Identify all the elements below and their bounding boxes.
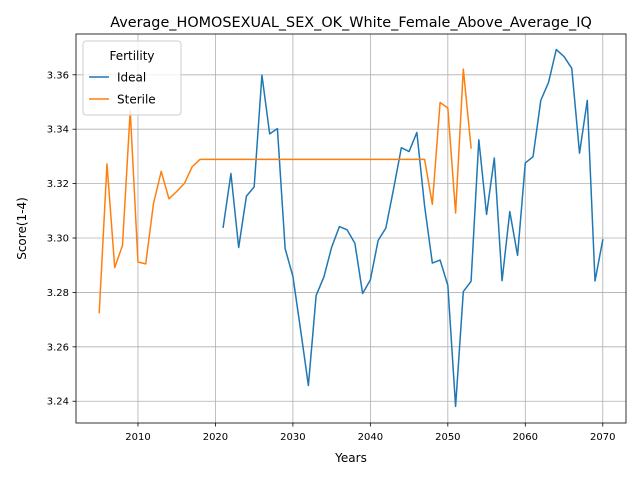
x-tick-label: 2060	[513, 432, 538, 443]
legend-title: Fertility	[109, 49, 154, 63]
y-axis-ticks: 3.24 3.26 3.28 3.30 3.32 3.34 3.36	[47, 70, 76, 408]
x-tick-label: 2040	[358, 432, 383, 443]
y-tick-label: 3.32	[47, 179, 69, 190]
chart-title: Average_HOMOSEXUAL_SEX_OK_White_Female_A…	[110, 15, 592, 31]
series-line-ideal	[222, 48, 604, 408]
grid-lines	[76, 34, 626, 423]
x-tick-label: 2070	[590, 432, 615, 443]
series-line-sterile	[98, 68, 472, 314]
x-tick-label: 2010	[125, 432, 150, 443]
x-tick-label: 2020	[203, 432, 228, 443]
y-tick-label: 3.36	[47, 70, 69, 81]
legend-label-ideal: Ideal	[117, 71, 146, 85]
y-axis-label: Score(1-4)	[15, 197, 29, 260]
legend-box	[82, 40, 182, 116]
legend: Fertility Ideal Sterile	[82, 40, 182, 116]
x-tick-label: 2050	[435, 432, 460, 443]
x-tick-label: 2030	[280, 432, 305, 443]
x-axis-ticks: 2010 2020 2030 2040 2050 2060 2070	[125, 423, 615, 443]
y-tick-label: 3.24	[47, 397, 69, 408]
y-tick-label: 3.34	[47, 125, 69, 136]
y-tick-label: 3.28	[47, 288, 69, 299]
axes-frame	[75, 33, 627, 424]
y-tick-label: 3.30	[47, 234, 69, 245]
y-tick-label: 3.26	[47, 342, 69, 353]
x-axis-label: Years	[334, 451, 367, 465]
series-layer	[98, 48, 604, 408]
legend-label-sterile: Sterile	[117, 93, 156, 107]
